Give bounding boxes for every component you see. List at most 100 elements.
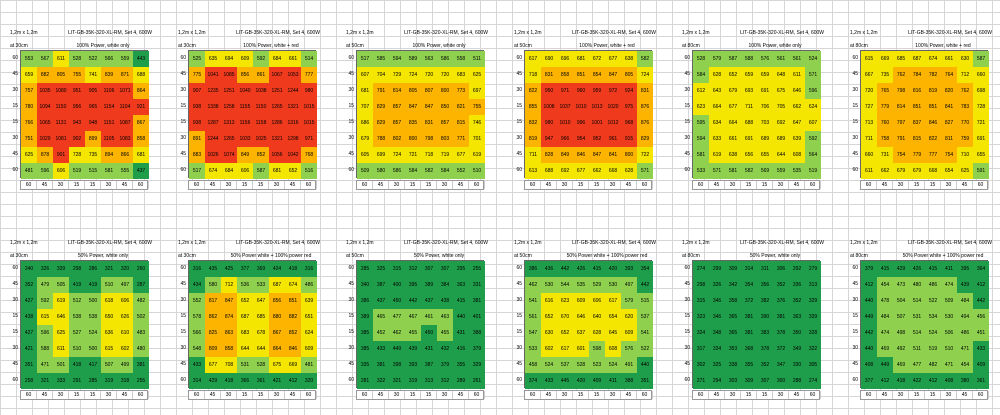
heatmap-cell: 563 bbox=[421, 51, 437, 67]
heatmap-cell: 677 bbox=[725, 99, 741, 115]
y-axis-label: 30 bbox=[684, 87, 690, 93]
heatmap-cell: 429 bbox=[893, 261, 909, 277]
heatmap-cell: 571 bbox=[637, 163, 653, 179]
x-axis-label: 30 bbox=[941, 391, 957, 399]
heatmap-cell: 382 bbox=[757, 293, 773, 309]
heatmap-cell: 857 bbox=[389, 99, 405, 115]
heatmap-cell: 581 bbox=[725, 163, 741, 179]
heatmap-cell: 677 bbox=[205, 357, 221, 373]
x-axis-label: 15 bbox=[85, 181, 101, 189]
heatmap-cell: 656 bbox=[741, 147, 757, 163]
x-axis-label: 15 bbox=[589, 391, 605, 399]
x-axis-label: 15 bbox=[741, 391, 757, 399]
panel-title: LIT-GB-35K-320-XL-RM, Set 4, 600W bbox=[740, 240, 824, 246]
heatmap-cell: 699 bbox=[373, 147, 389, 163]
heatmap-cell: 822 bbox=[525, 83, 541, 99]
heatmap-cell: 688 bbox=[741, 115, 757, 131]
heatmap-cell: 393 bbox=[405, 357, 421, 373]
heatmap-cell: 336 bbox=[789, 277, 805, 293]
heatmap-cell: 530 bbox=[541, 277, 557, 293]
heatmap-cell: 623 bbox=[557, 293, 573, 309]
heatmap-cell: 1158 bbox=[253, 115, 269, 131]
heatmap-cell: 601 bbox=[573, 341, 589, 357]
heatmap-cell: 646 bbox=[789, 83, 805, 99]
heatmap-cell: 519 bbox=[69, 163, 85, 179]
x-axis-label: 60 bbox=[189, 391, 205, 399]
heatmap-cell: 305 bbox=[805, 357, 821, 373]
heatmap-cell: 576 bbox=[757, 51, 773, 67]
heatmap-cell: 648 bbox=[773, 67, 789, 83]
heatmap-cell: 474 bbox=[941, 277, 957, 293]
heatmap-cell: 492 bbox=[893, 341, 909, 357]
panel-size-label: 1,2m x 1,2m bbox=[682, 30, 710, 36]
heatmap-cell: 553 bbox=[21, 51, 37, 67]
heatmap-cell: 409 bbox=[973, 357, 989, 373]
heatmap-panel: 1,2m x 1,2m LIT-GB-35K-320-XL-RM, Set 4, … bbox=[170, 30, 320, 190]
heatmap-cell: 651 bbox=[301, 309, 317, 325]
heatmap-cell: 387 bbox=[421, 357, 437, 373]
heatmap-cell: 533 bbox=[693, 163, 709, 179]
heatmap-cell: 314 bbox=[189, 373, 205, 389]
heatmap-cell: 675 bbox=[773, 83, 789, 99]
heatmap-cell: 576 bbox=[621, 341, 637, 357]
heatmap-cell: 333 bbox=[53, 373, 69, 389]
heatmap-panel: 1,2m x 1,2m LIT-GB-35K-320-XL-RM, Set 4, … bbox=[506, 30, 656, 190]
heatmap-cell: 856 bbox=[269, 293, 285, 309]
heatmap-cell: 388 bbox=[621, 373, 637, 389]
heatmap-cell: 1265 bbox=[269, 99, 285, 115]
heatmap-cell: 624 bbox=[301, 325, 317, 341]
heatmap-cell: 522 bbox=[85, 51, 101, 67]
heatmap-cell: 809 bbox=[205, 341, 221, 357]
heatmap-cell: 566 bbox=[189, 325, 205, 341]
heatmap-cell: 608 bbox=[789, 147, 805, 163]
heatmap-cell: 883 bbox=[189, 147, 205, 163]
x-axis-label: 30 bbox=[557, 391, 573, 399]
heatmap-cell: 483 bbox=[133, 325, 149, 341]
heatmap-cell: 959 bbox=[589, 83, 605, 99]
heatmap-cell: 849 bbox=[237, 147, 253, 163]
heatmap-cell: 669 bbox=[877, 51, 893, 67]
heatmap-cell: 314 bbox=[741, 261, 757, 277]
heatmap-cell: 285 bbox=[85, 373, 101, 389]
heatmap-cell: 800 bbox=[437, 83, 453, 99]
heatmap-cell: 381 bbox=[741, 325, 757, 341]
heatmap-cell: 486 bbox=[301, 277, 317, 293]
heatmap-cell: 623 bbox=[693, 99, 709, 115]
heatmap-cell: 780 bbox=[21, 99, 37, 115]
heatmap-cell: 326 bbox=[37, 261, 53, 277]
heatmap-cell: 628 bbox=[709, 67, 725, 83]
heatmap-cell: 846 bbox=[573, 147, 589, 163]
heatmap-cell: 584 bbox=[437, 163, 453, 179]
heatmap-cell: 721 bbox=[973, 115, 989, 131]
heatmap-cell: 691 bbox=[757, 83, 773, 99]
heatmap-cell: 628 bbox=[621, 163, 637, 179]
y-axis-label: 45 bbox=[516, 361, 522, 367]
y-axis-label: 30 bbox=[684, 135, 690, 141]
y-axis-label: 30 bbox=[852, 345, 858, 351]
x-axis-label: 30 bbox=[725, 181, 741, 189]
heatmap-cell: 524 bbox=[605, 357, 621, 373]
heatmap-cell: 324 bbox=[693, 325, 709, 341]
heatmap-cell: 450 bbox=[389, 293, 405, 309]
heatmap-cell: 352 bbox=[789, 293, 805, 309]
heatmap-cell: 852 bbox=[285, 325, 301, 341]
heatmap-grid: 617 690 696 681 672 677 638 582 718 831 858 851 854 8… bbox=[524, 50, 653, 179]
y-axis-label: 45 bbox=[852, 151, 858, 157]
heatmap-cell: 519 bbox=[805, 163, 821, 179]
heatmap-cell: 773 bbox=[453, 83, 469, 99]
y-axis-label: 15 bbox=[348, 329, 354, 335]
heatmap-cell: 783 bbox=[957, 99, 973, 115]
y-axis-label: 60 bbox=[180, 265, 186, 271]
heatmap-cell: 527 bbox=[69, 325, 85, 341]
y-axis-label: 15 bbox=[684, 329, 690, 335]
heatmap-cell: 609 bbox=[621, 325, 637, 341]
heatmap-cell: 426 bbox=[909, 261, 925, 277]
heatmap-cell: 477 bbox=[909, 357, 925, 373]
heatmap-cell: 274 bbox=[693, 261, 709, 277]
heatmap-cell: 625 bbox=[957, 163, 973, 179]
heatmap-cell: 398 bbox=[389, 357, 405, 373]
heatmap-cell: 478 bbox=[877, 293, 893, 309]
x-axis-label: 60 bbox=[805, 181, 821, 189]
y-axis-label: 60 bbox=[180, 167, 186, 173]
heatmap-cell: 624 bbox=[805, 99, 821, 115]
